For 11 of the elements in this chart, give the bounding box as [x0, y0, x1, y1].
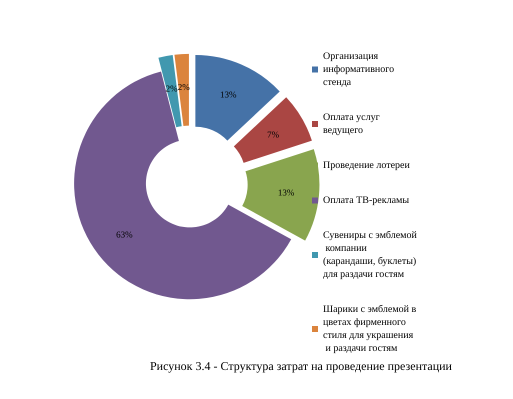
legend-label: Организация информативного стенда [323, 51, 397, 88]
legend-label: Сувениры с эмблемой компании (карандаши, буклеты) для раздачи гостям [323, 230, 419, 280]
data-label: 13% [220, 90, 238, 100]
legend-label: Шарики с эмблемой в цветах фирменного стиля для украшения и раздачи гостям [323, 304, 419, 354]
legend-label: Оплата услуг ведущего [323, 112, 382, 136]
data-label: 7% [267, 129, 280, 140]
legend-label: Оплата ТВ-рекламы [323, 195, 410, 206]
data-label: 13% [278, 188, 295, 198]
legend-label: Проведение лотереи [323, 160, 410, 171]
text: Рисунок 3.4 - Структура затрат на проведение презентации [150, 359, 453, 373]
data-label: 63% [116, 229, 134, 240]
